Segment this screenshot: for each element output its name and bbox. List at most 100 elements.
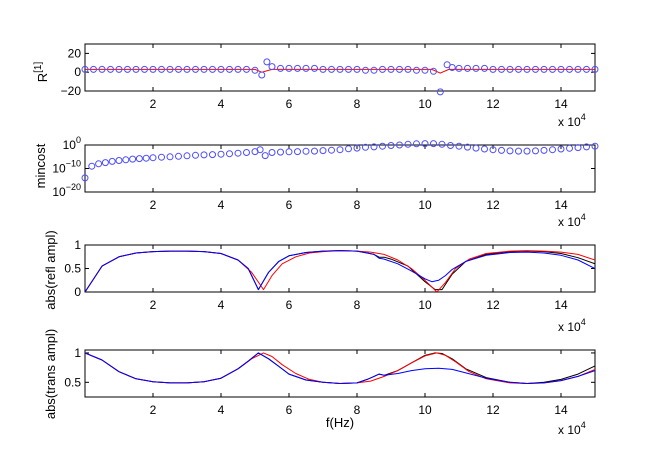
data-marks (85, 352, 595, 384)
y-tick-label: 0.5 (64, 375, 81, 389)
data-point (311, 147, 318, 155)
data-point (183, 152, 191, 160)
data-point (396, 141, 403, 149)
panel-r1: 2 4 6 8 10 12 14 −20 0 20 R[1] x 104 (33, 43, 599, 129)
data-point (95, 160, 103, 168)
ticks: 2 4 6 8 10 12 14 0 0.5 1 (64, 238, 595, 312)
data-point (557, 145, 565, 153)
y-axis-label: abs(trans ampl) (43, 329, 58, 419)
data-point (311, 64, 318, 72)
y-tick-label: 10−20 (52, 182, 81, 199)
data-point (328, 65, 335, 73)
data-point (101, 159, 109, 167)
data-point (448, 64, 456, 71)
data-point (98, 65, 106, 73)
x-tick-label: 4 (218, 298, 225, 312)
data-point (413, 66, 420, 74)
y-tick-label: 0.5 (64, 262, 81, 276)
data-point (166, 65, 174, 73)
data-point (263, 58, 271, 66)
data-point (166, 153, 174, 161)
data-point (532, 147, 539, 155)
data-point (319, 65, 327, 73)
x-axis-label: f(Hz) (326, 415, 354, 430)
data-point (122, 156, 130, 164)
data-point (175, 152, 182, 160)
y-axis-label: mincost (33, 143, 48, 188)
data-point (498, 65, 505, 73)
y-tick-label: 1 (74, 238, 81, 252)
y-axis-label: R[1] (33, 62, 50, 83)
y-tick-label: 0 (74, 285, 81, 299)
data-point (141, 65, 148, 73)
data-point (472, 144, 480, 152)
data-point (379, 65, 386, 73)
data-point (447, 142, 454, 149)
x-tick-label: 6 (286, 198, 293, 212)
x-tick-label: 14 (554, 97, 568, 111)
data-point (566, 65, 573, 73)
x-exponent-label: x 104 (558, 317, 586, 334)
data-point (90, 65, 97, 73)
data-point (277, 64, 284, 72)
data-point (591, 65, 599, 73)
data-point (108, 157, 116, 165)
data-point (464, 143, 471, 151)
data-point (489, 65, 497, 73)
series-line (85, 250, 595, 292)
data-point (353, 65, 361, 73)
data-point (302, 64, 310, 72)
data-point (294, 64, 301, 72)
ticks: 2 4 6 8 10 12 14 0.5 1 (64, 346, 595, 417)
data-point (285, 148, 293, 156)
data-point (515, 147, 522, 155)
data-point (175, 65, 182, 73)
data-point (540, 146, 548, 154)
data-point (506, 65, 514, 73)
x-exponent-label: x 104 (558, 112, 586, 129)
data-point (506, 147, 514, 155)
data-point (387, 65, 395, 73)
data-point (583, 143, 590, 151)
x-exponent-label: x 104 (558, 212, 586, 229)
data-point (124, 65, 131, 73)
y-tick-label: 20 (68, 46, 82, 60)
data-point (243, 65, 250, 73)
data-point (115, 65, 123, 73)
x-tick-label: 12 (486, 403, 500, 417)
plot-area (84, 349, 596, 398)
x-tick-label: 4 (218, 198, 225, 212)
data-point (421, 140, 429, 148)
data-point (129, 155, 137, 163)
data-point (498, 146, 505, 154)
data-point (532, 65, 539, 73)
data-point (158, 65, 165, 73)
y-tick-label: −20 (61, 84, 82, 98)
data-point (285, 64, 293, 72)
data-point (523, 65, 531, 73)
x-tick-label: 14 (554, 403, 568, 417)
data-point (421, 66, 429, 74)
x-tick-label: 14 (554, 298, 568, 312)
data-point (489, 146, 497, 154)
data-point (328, 146, 335, 154)
data-point (258, 71, 266, 79)
x-tick-label: 14 (554, 198, 568, 212)
data-point (404, 65, 412, 73)
y-tick-label: 1 (74, 346, 81, 360)
data-point (345, 145, 352, 153)
data-point (209, 151, 216, 159)
data-point (436, 88, 444, 96)
data-point (294, 148, 301, 156)
panel-refl-ampl: 2 4 6 8 10 12 14 0 0.5 1 abs(refl ampl) x 104 (43, 230, 596, 334)
data-point (132, 65, 140, 73)
x-tick-label: 12 (486, 298, 500, 312)
data-point (353, 144, 361, 152)
x-tick-label: 8 (354, 97, 361, 111)
data-point (217, 65, 225, 73)
data-point (277, 148, 284, 156)
x-tick-label: 10 (418, 97, 432, 111)
data-point (251, 66, 259, 74)
data-point (142, 154, 150, 162)
x-tick-label: 4 (218, 403, 225, 417)
